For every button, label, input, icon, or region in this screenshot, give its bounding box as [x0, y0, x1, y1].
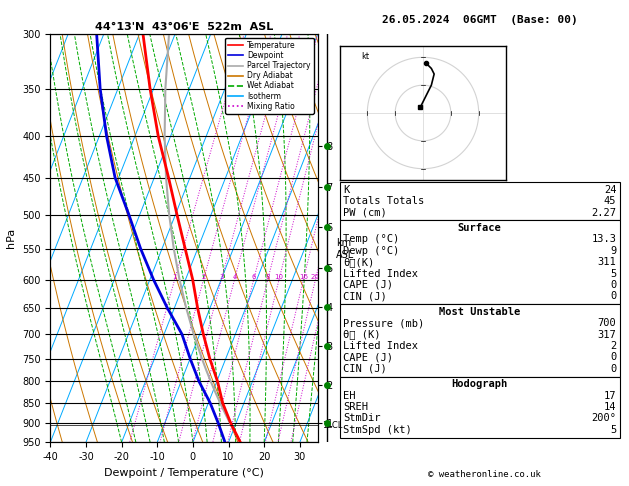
Text: SREH: SREH — [343, 402, 368, 412]
Text: Surface: Surface — [458, 223, 501, 233]
Text: EH: EH — [343, 391, 355, 400]
Text: θᴇ (K): θᴇ (K) — [343, 330, 381, 340]
Text: 8: 8 — [265, 274, 270, 279]
Text: CAPE (J): CAPE (J) — [343, 280, 392, 290]
Text: 17: 17 — [604, 391, 616, 400]
Text: StmDir: StmDir — [343, 413, 381, 423]
Text: 2: 2 — [201, 274, 206, 279]
Text: Temp (°C): Temp (°C) — [343, 234, 399, 244]
Text: 700: 700 — [598, 318, 616, 328]
Text: 311: 311 — [598, 257, 616, 267]
Text: 1: 1 — [172, 274, 177, 279]
Text: Lifted Index: Lifted Index — [343, 268, 418, 278]
Text: 6: 6 — [252, 274, 256, 279]
Text: 2: 2 — [610, 341, 616, 351]
Text: kt: kt — [362, 52, 370, 61]
Text: 45: 45 — [604, 196, 616, 206]
Text: Pressure (mb): Pressure (mb) — [343, 318, 424, 328]
X-axis label: Dewpoint / Temperature (°C): Dewpoint / Temperature (°C) — [104, 468, 264, 478]
Text: 13.3: 13.3 — [591, 234, 616, 244]
Text: 14: 14 — [604, 402, 616, 412]
Text: 0: 0 — [610, 364, 616, 374]
Text: PW (cm): PW (cm) — [343, 208, 387, 218]
Text: 20: 20 — [311, 274, 320, 279]
Text: 16: 16 — [299, 274, 308, 279]
Text: CAPE (J): CAPE (J) — [343, 352, 392, 363]
Text: 5: 5 — [610, 268, 616, 278]
Text: 0: 0 — [610, 292, 616, 301]
Y-axis label: hPa: hPa — [6, 228, 16, 248]
Text: 26.05.2024  06GMT  (Base: 00): 26.05.2024 06GMT (Base: 00) — [382, 15, 577, 25]
Text: 3: 3 — [219, 274, 224, 279]
Text: 0: 0 — [610, 280, 616, 290]
Text: © weatheronline.co.uk: © weatheronline.co.uk — [428, 469, 541, 479]
Text: Most Unstable: Most Unstable — [439, 307, 520, 317]
Text: CIN (J): CIN (J) — [343, 364, 387, 374]
Text: 2.27: 2.27 — [591, 208, 616, 218]
Text: Lifted Index: Lifted Index — [343, 341, 418, 351]
Text: 4: 4 — [232, 274, 237, 279]
Text: 10: 10 — [274, 274, 284, 279]
Text: K: K — [343, 185, 349, 195]
Text: 317: 317 — [598, 330, 616, 340]
Text: θᴇ(K): θᴇ(K) — [343, 257, 374, 267]
Text: Dewp (°C): Dewp (°C) — [343, 246, 399, 256]
Text: 9: 9 — [610, 246, 616, 256]
Text: StmSpd (kt): StmSpd (kt) — [343, 425, 411, 435]
Text: Totals Totals: Totals Totals — [343, 196, 424, 206]
Text: 5: 5 — [610, 425, 616, 435]
Y-axis label: km
ASL: km ASL — [336, 238, 354, 260]
Text: 24: 24 — [604, 185, 616, 195]
Text: CIN (J): CIN (J) — [343, 292, 387, 301]
Legend: Temperature, Dewpoint, Parcel Trajectory, Dry Adiabat, Wet Adiabat, Isotherm, Mi: Temperature, Dewpoint, Parcel Trajectory… — [225, 38, 314, 114]
Text: 1LCL: 1LCL — [322, 420, 342, 430]
Text: Hodograph: Hodograph — [452, 379, 508, 389]
Text: 0: 0 — [610, 352, 616, 363]
Title: 44°13'N  43°06'E  522m  ASL: 44°13'N 43°06'E 522m ASL — [95, 22, 273, 32]
Text: 200°: 200° — [591, 413, 616, 423]
